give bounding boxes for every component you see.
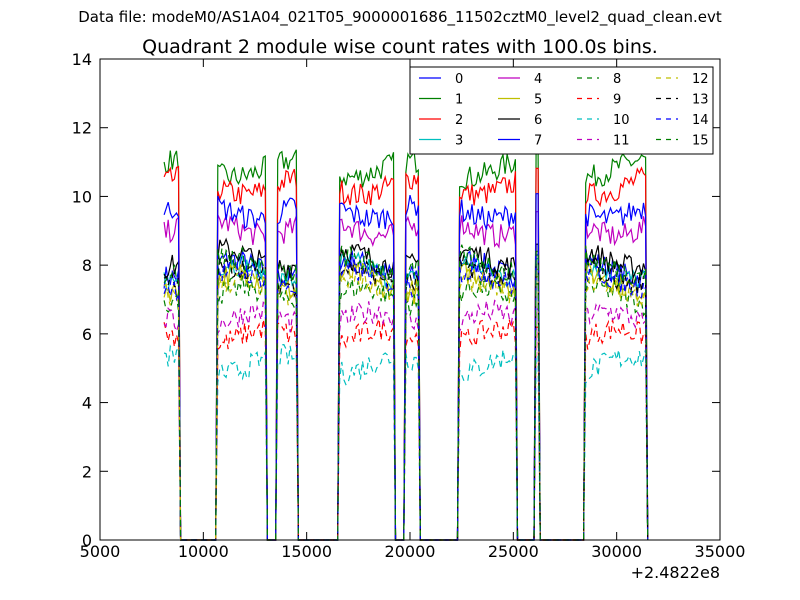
legend-label-0: 0 — [455, 72, 463, 87]
legend-label-8: 8 — [613, 72, 621, 87]
y-tick-label: 12 — [72, 119, 92, 138]
series-layer — [163, 148, 649, 541]
x-axis: 5000 10000 15000 20000 25000 30000 35000 — [80, 59, 746, 561]
x-tick-label: 10000 — [178, 542, 229, 561]
y-tick-label: 6 — [82, 325, 92, 344]
legend-label-6: 6 — [534, 113, 542, 128]
y-tick-label: 4 — [82, 394, 92, 413]
legend-label-3: 3 — [455, 134, 463, 149]
x-tick-label: 15000 — [281, 542, 332, 561]
x-offset-label: +2.4822e8 — [631, 563, 720, 582]
legend-label-12: 12 — [692, 72, 709, 87]
legend-label-1: 1 — [455, 93, 463, 108]
x-tick-label: 5000 — [80, 542, 121, 561]
chart-suptitle: Data file: modeM0/AS1A04_021T05_90000016… — [78, 8, 722, 26]
y-tick-label: 14 — [72, 50, 92, 69]
legend-label-7: 7 — [534, 134, 542, 149]
y-tick-label: 0 — [82, 531, 92, 550]
legend-label-13: 13 — [692, 93, 709, 108]
x-tick-label: 20000 — [385, 542, 436, 561]
series-line-11 — [163, 299, 649, 541]
legend-label-15: 15 — [692, 134, 709, 149]
series-line-14 — [163, 257, 649, 541]
legend-label-11: 11 — [613, 134, 630, 149]
series-line-9 — [163, 318, 649, 541]
y-tick-label: 10 — [72, 187, 92, 206]
series-line-8 — [163, 274, 649, 541]
series-line-12 — [163, 268, 649, 541]
chart-title: Quadrant 2 module wise count rates with … — [142, 36, 658, 58]
legend-label-5: 5 — [534, 93, 542, 108]
legend-label-4: 4 — [534, 72, 542, 87]
legend-label-2: 2 — [455, 113, 463, 128]
x-tick-label: 35000 — [695, 542, 746, 561]
y-tick-label: 2 — [82, 462, 92, 481]
legend-label-10: 10 — [613, 113, 630, 128]
y-tick-label: 8 — [82, 256, 92, 275]
legend-label-9: 9 — [613, 93, 621, 108]
x-tick-label: 30000 — [591, 542, 642, 561]
x-tick-label: 25000 — [488, 542, 539, 561]
legend-label-14: 14 — [692, 113, 709, 128]
legend-box — [409, 66, 714, 155]
